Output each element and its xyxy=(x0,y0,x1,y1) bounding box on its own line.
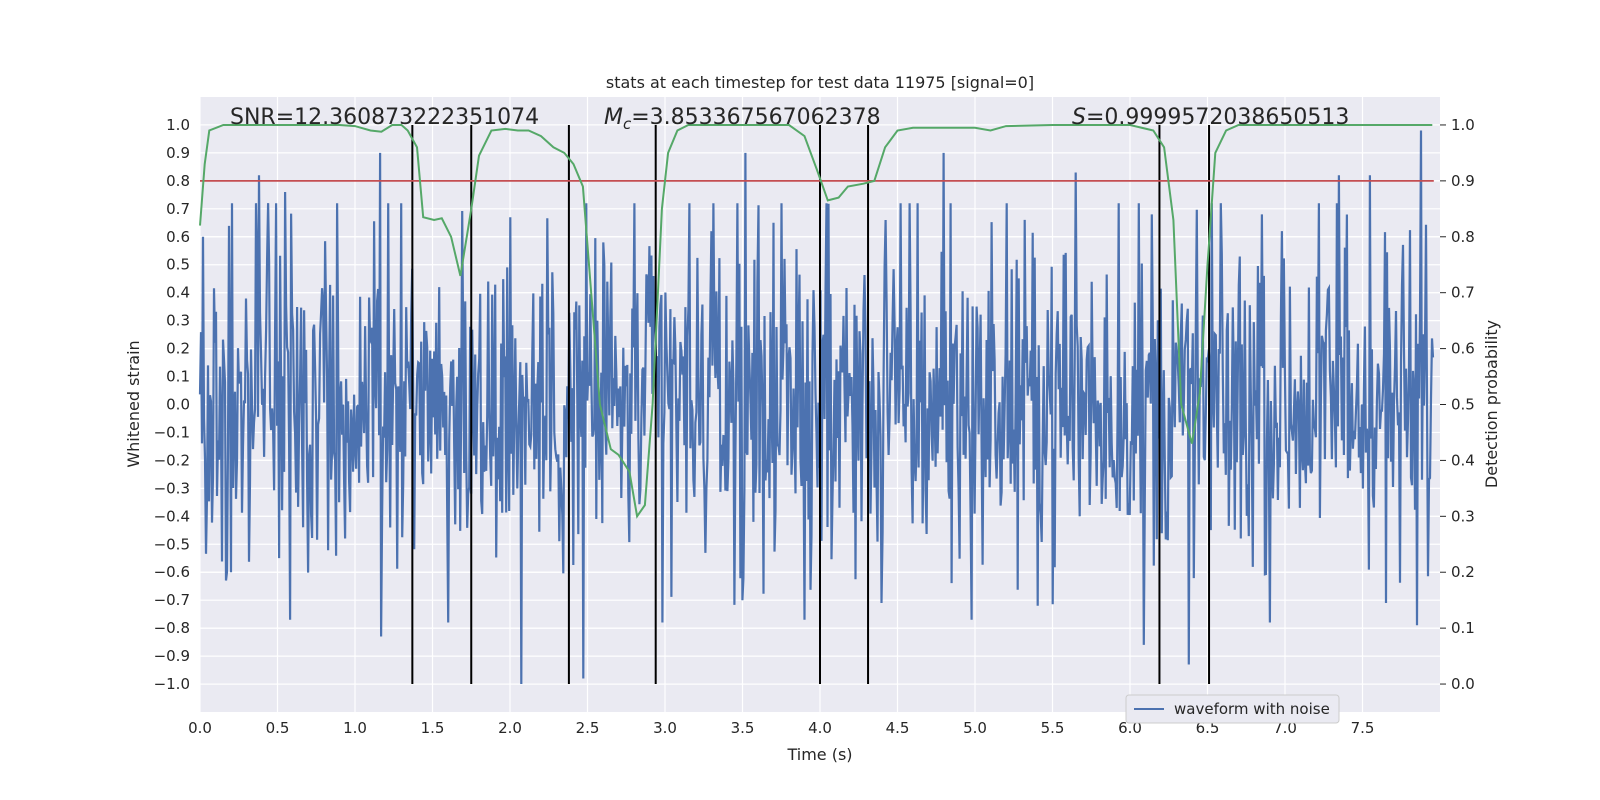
y2-tick-label: 0.2 xyxy=(1451,563,1475,581)
mc-symbol: M xyxy=(604,105,623,130)
y-tick-label: −0.5 xyxy=(154,535,190,553)
vertical-markers xyxy=(411,124,1211,685)
y-tick-label: 0.9 xyxy=(166,144,190,162)
y-tick-label: 1.0 xyxy=(166,116,190,134)
y2-tick-label: 0.1 xyxy=(1451,619,1475,637)
chart-title: stats at each timestep for test data 119… xyxy=(606,73,1034,92)
y2-tick-label: 0.9 xyxy=(1451,172,1475,190)
y2-tick-label: 1.0 xyxy=(1451,116,1475,134)
x-tick-label: 3.0 xyxy=(653,719,677,737)
x-tick-label: 7.5 xyxy=(1351,719,1375,737)
y-tick-label: −0.9 xyxy=(154,647,190,665)
x-axis-label: Time (s) xyxy=(786,745,852,764)
legend-entry: waveform with noise xyxy=(1174,700,1330,718)
probability-series xyxy=(199,124,1433,519)
mc-annotation: Mc=3.853367567062378 xyxy=(604,105,881,133)
x-tick-label: 1.0 xyxy=(343,719,367,737)
y2-tick-label: 0.4 xyxy=(1451,451,1475,469)
s-value: =0.9999572038650513 xyxy=(1086,105,1349,130)
snr-annotation: SNR=12.360873222351074 xyxy=(230,105,539,130)
y2-tick-label: 0.8 xyxy=(1451,228,1475,246)
y-tick-label: −0.7 xyxy=(154,591,190,609)
y2-tick-label: 0.6 xyxy=(1451,340,1475,358)
x-tick-label: 0.5 xyxy=(266,719,290,737)
y2-tick-labels: 0.0 0.1 0.2 0.3 0.4 0.5 0.6 0.7 0.8 0.9 1.0 xyxy=(1440,116,1475,693)
y-tick-label: −1.0 xyxy=(154,675,190,693)
x-tick-label: 4.0 xyxy=(808,719,832,737)
mc-subscript: c xyxy=(623,115,632,133)
y-axis-label: Whitened strain xyxy=(124,340,143,467)
x-tick-label: 2.5 xyxy=(576,719,600,737)
x-tick-label: 3.5 xyxy=(731,719,755,737)
y-tick-label: −0.6 xyxy=(154,563,190,581)
y2-tick-label: 0.3 xyxy=(1451,507,1475,525)
y2-tick-label: 0.5 xyxy=(1451,396,1475,414)
y2-axis-label: Detection probability xyxy=(1482,320,1501,488)
waveform-series xyxy=(198,130,1435,685)
y-tick-label: −0.8 xyxy=(154,619,190,637)
y-tick-label: 0.3 xyxy=(166,312,190,330)
y-tick-label: 0.4 xyxy=(166,284,190,302)
y-tick-label: −0.2 xyxy=(154,451,190,469)
y-tick-label: −0.3 xyxy=(154,479,190,497)
y-tick-label: 0.8 xyxy=(166,172,190,190)
x-tick-label: 0.0 xyxy=(188,719,212,737)
s-annotation: S=0.9999572038650513 xyxy=(1072,105,1349,130)
y-tick-label: 0.6 xyxy=(166,228,190,246)
y-tick-label: 0.0 xyxy=(166,396,190,414)
x-tick-label: 1.5 xyxy=(421,719,445,737)
x-tick-label: 4.5 xyxy=(886,719,910,737)
y-tick-labels: −1.0 −0.9 −0.8 −0.7 −0.6 −0.5 −0.4 −0.3 −0.2 −0.1… xyxy=(154,116,190,693)
legend: waveform with noise xyxy=(1125,694,1340,724)
probability-line xyxy=(199,124,1433,519)
y-tick-label: 0.7 xyxy=(166,200,190,218)
waveform-line xyxy=(198,130,1435,685)
y2-tick-label: 0.0 xyxy=(1451,675,1475,693)
y-tick-label: 0.5 xyxy=(166,256,190,274)
x-tick-label: 2.0 xyxy=(498,719,522,737)
s-symbol: S xyxy=(1072,105,1086,130)
x-tick-label: 5.0 xyxy=(963,719,987,737)
y2-tick-label: 0.7 xyxy=(1451,284,1475,302)
legend-box xyxy=(1125,694,1340,724)
x-tick-label: 5.5 xyxy=(1041,719,1065,737)
y-tick-label: −0.1 xyxy=(154,423,190,441)
mc-value: =3.853367567062378 xyxy=(631,105,880,130)
y-tick-label: 0.2 xyxy=(166,340,190,358)
y-tick-label: 0.1 xyxy=(166,368,190,386)
y-tick-label: −0.4 xyxy=(154,507,190,525)
